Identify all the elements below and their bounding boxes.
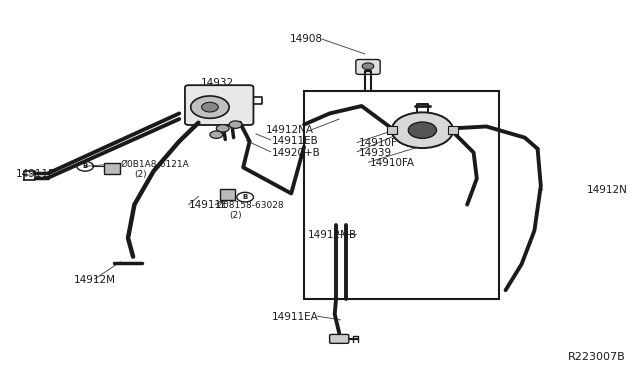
Text: 14912MB: 14912MB [308,230,357,240]
Bar [448,126,458,134]
FancyBboxPatch shape [185,85,253,125]
FancyBboxPatch shape [356,60,380,74]
Bar [304,91,499,299]
Text: (2): (2) [229,211,242,220]
Text: 14910FA: 14910FA [370,158,415,168]
Bar [104,163,120,174]
Circle shape [202,102,218,112]
FancyBboxPatch shape [330,334,349,343]
Circle shape [229,121,242,128]
Text: 14912M: 14912M [74,275,116,285]
Text: 14911E: 14911E [16,169,56,179]
Text: 14910F: 14910F [358,138,397,148]
Text: Ø08158-63028: Ø08158-63028 [216,201,284,210]
Text: 14912NA: 14912NA [266,125,314,135]
Text: B: B [243,194,248,200]
Text: R223007B: R223007B [568,352,626,362]
Text: 14912N: 14912N [586,185,627,195]
Text: 14920+B: 14920+B [272,148,321,157]
Circle shape [210,131,223,138]
Circle shape [392,112,453,148]
Text: 14939: 14939 [358,148,392,157]
Text: (2): (2) [134,170,147,179]
Text: 14911EA: 14911EA [272,312,319,322]
Circle shape [191,96,229,118]
Text: 14911E: 14911E [189,201,228,210]
Bar [220,189,235,200]
Text: Ø0B1A8-6121A: Ø0B1A8-6121A [120,160,189,169]
Circle shape [408,122,436,138]
Text: 14908: 14908 [290,34,323,44]
Text: 14911EB: 14911EB [272,136,319,145]
Bar [387,126,397,134]
Circle shape [362,63,374,70]
Circle shape [216,125,229,132]
Text: 14932: 14932 [201,78,234,87]
Text: B: B [83,163,88,169]
